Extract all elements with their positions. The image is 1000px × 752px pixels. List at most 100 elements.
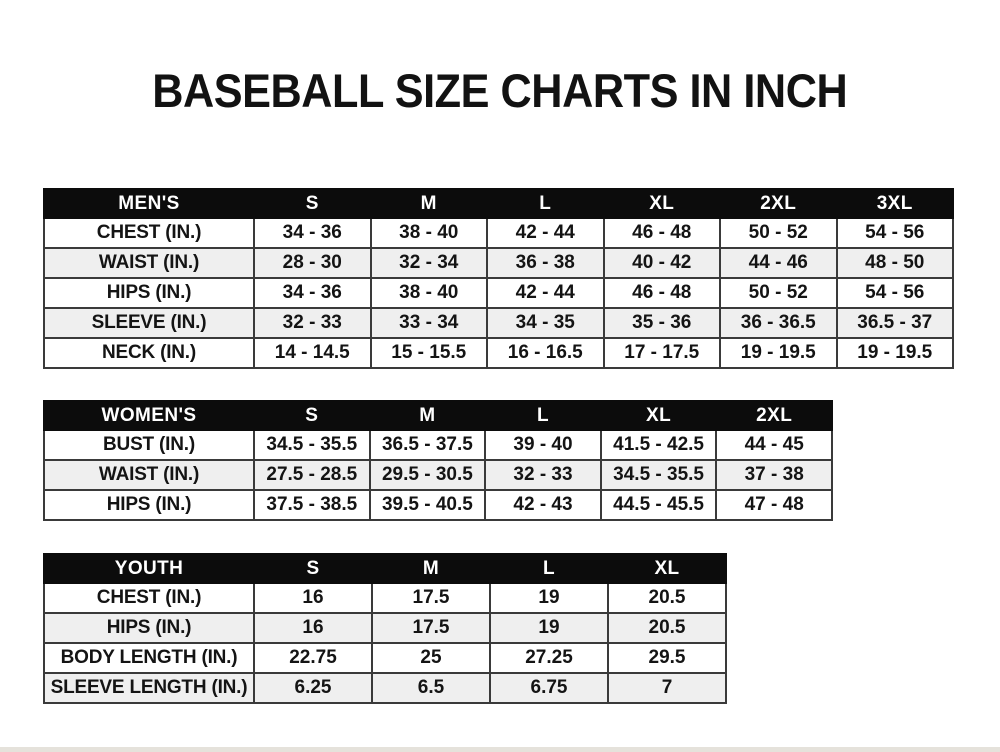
row-label: CHEST (IN.) [43,582,255,614]
size-value: 36.5 - 37.5 [368,429,487,461]
size-value: 28 - 30 [253,247,372,279]
table-row: BUST (IN.) 34.5 - 35.5 36.5 - 37.5 39 - 40 4… [43,429,833,461]
size-value: 44 - 46 [719,247,838,279]
column-header: S [253,188,372,219]
column-header: L [486,188,605,219]
size-value: 15 - 15.5 [369,337,488,369]
size-value: 37.5 - 38.5 [253,489,371,521]
size-value: 14 - 14.5 [253,337,372,369]
size-value: 17.5 [371,612,491,644]
row-label: HIPS (IN.) [43,277,255,309]
size-value: 34.5 - 35.5 [253,429,371,461]
page-title-text: BASEBALL SIZE CHARTS IN INCH [152,64,848,117]
size-value: 16 [253,582,373,614]
size-value: 44 - 45 [715,429,833,461]
table-row: WAIST (IN.) 28 - 30 32 - 34 36 - 38 40 - 42 4… [43,247,954,279]
row-label: NECK (IN.) [43,337,255,369]
table-row: NECK (IN.) 14 - 14.5 15 - 15.5 16 - 16.5 17 … [43,337,954,369]
size-value: 17 - 17.5 [602,337,721,369]
size-value: 29.5 - 30.5 [368,459,487,491]
size-value: 38 - 40 [369,217,488,249]
size-value: 36 - 36.5 [719,307,838,339]
row-label: HIPS (IN.) [43,612,255,644]
size-value: 7 [607,672,727,704]
size-value: 25 [371,642,491,674]
column-header: XL [602,188,721,219]
column-header: 2XL [715,400,833,431]
size-value: 19 [489,582,609,614]
size-value: 32 - 33 [253,307,372,339]
image-bottom-edge [0,747,1000,752]
size-value: 6.75 [489,672,609,704]
column-header: L [489,553,609,584]
table-title-cell: YOUTH [43,553,255,584]
size-value: 37 - 38 [715,459,833,491]
size-value: 44.5 - 45.5 [599,489,718,521]
size-value: 34 - 35 [486,307,605,339]
table-row: BODY LENGTH (IN.) 22.75 25 27.25 29.5 [43,642,727,674]
table-row: CHEST (IN.) 16 17.5 19 20.5 [43,582,727,614]
size-value: 36.5 - 37 [835,307,954,339]
size-value: 36 - 38 [486,247,605,279]
table-title-cell: WOMEN'S [43,400,255,431]
column-header: XL [599,400,718,431]
size-value: 32 - 33 [484,459,602,491]
table-row: HIPS (IN.) 16 17.5 19 20.5 [43,612,727,644]
size-value: 34 - 36 [253,217,372,249]
size-value: 42 - 44 [486,217,605,249]
size-value: 33 - 34 [369,307,488,339]
size-value: 27.25 [489,642,609,674]
size-value: 39 - 40 [484,429,602,461]
size-value: 54 - 56 [835,277,954,309]
size-value: 19 - 19.5 [719,337,838,369]
header-row: MEN'S S M L XL 2XL 3XL [43,188,954,219]
size-value: 6.5 [371,672,491,704]
row-label: HIPS (IN.) [43,489,255,521]
mens-size-table: MEN'S S M L XL 2XL 3XL CHEST (IN.) 34 - 36 38 - 4… [43,188,954,369]
column-header: M [368,400,487,431]
column-header: L [484,400,602,431]
size-value: 54 - 56 [835,217,954,249]
row-label: BUST (IN.) [43,429,255,461]
size-value: 17.5 [371,582,491,614]
table-title-cell: MEN'S [43,188,255,219]
size-value: 50 - 52 [719,217,838,249]
size-value: 34.5 - 35.5 [599,459,718,491]
size-value: 48 - 50 [835,247,954,279]
size-value: 42 - 44 [486,277,605,309]
size-value: 6.25 [253,672,373,704]
size-value: 34 - 36 [253,277,372,309]
size-value: 20.5 [607,612,727,644]
size-value: 41.5 - 42.5 [599,429,718,461]
size-value: 42 - 43 [484,489,602,521]
table-row: HIPS (IN.) 34 - 36 38 - 40 42 - 44 46 - 48 50… [43,277,954,309]
row-label: BODY LENGTH (IN.) [43,642,255,674]
size-value: 16 - 16.5 [486,337,605,369]
table-row: HIPS (IN.) 37.5 - 38.5 39.5 - 40.5 42 - 43 4… [43,489,833,521]
size-value: 19 [489,612,609,644]
size-value: 39.5 - 40.5 [368,489,487,521]
table-row: SLEEVE (IN.) 32 - 33 33 - 34 34 - 35 35 - 36… [43,307,954,339]
size-value: 19 - 19.5 [835,337,954,369]
size-value: 47 - 48 [715,489,833,521]
column-header: M [369,188,488,219]
page-title: BASEBALL SIZE CHARTS IN INCH [0,66,1000,116]
row-label: CHEST (IN.) [43,217,255,249]
size-value: 40 - 42 [602,247,721,279]
womens-size-table: WOMEN'S S M L XL 2XL BUST (IN.) 34.5 - 35.5 36.5… [43,400,833,521]
size-value: 20.5 [607,582,727,614]
size-value: 29.5 [607,642,727,674]
youth-size-table: YOUTH S M L XL CHEST (IN.) 16 17.5 19 20.5 HIPS (I… [43,553,727,704]
column-header: 2XL [719,188,838,219]
header-row: YOUTH S M L XL [43,553,727,584]
row-label: WAIST (IN.) [43,459,255,491]
row-label: SLEEVE (IN.) [43,307,255,339]
size-value: 27.5 - 28.5 [253,459,371,491]
row-label: SLEEVE LENGTH (IN.) [43,672,255,704]
size-value: 46 - 48 [602,277,721,309]
column-header: XL [607,553,727,584]
size-value: 50 - 52 [719,277,838,309]
column-header: S [253,553,373,584]
header-row: WOMEN'S S M L XL 2XL [43,400,833,431]
